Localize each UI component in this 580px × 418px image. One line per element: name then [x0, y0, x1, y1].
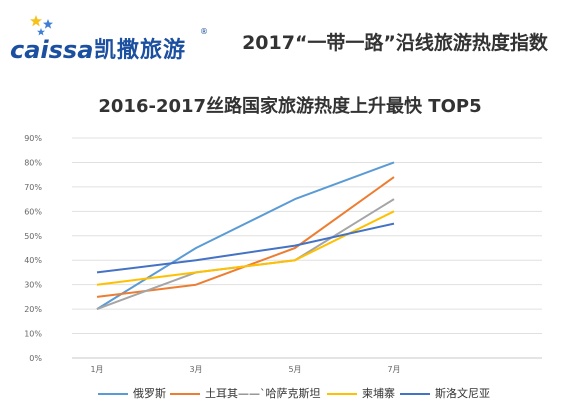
y-axis-ticks: 0% 10% 20% 30% 40% 50% 60% 70% 80% 90%: [24, 134, 42, 363]
registered-mark: ®: [200, 27, 208, 36]
x-tick-label: 3月: [189, 365, 202, 374]
legend-swatch: [327, 393, 357, 395]
series-line-5: [96, 222, 395, 274]
y-tick-label: 70%: [24, 183, 42, 192]
legend-label: 俄罗斯: [133, 387, 166, 400]
x-axis-ticks: 1月 3月 5月 7月: [90, 365, 400, 374]
x-tick-label: 5月: [288, 365, 301, 374]
y-tick-label: 50%: [24, 232, 42, 241]
legend-swatch: [98, 393, 128, 395]
legend-swatch: [400, 393, 430, 395]
logo-wordmark-cn: 凯撒旅游: [94, 38, 187, 63]
x-tick-label: 1月: [90, 365, 103, 374]
y-tick-label: 60%: [24, 207, 42, 216]
legend-label: 土耳其——`哈萨克斯坦: [205, 387, 321, 400]
star-icon: [30, 15, 42, 27]
y-tick-label: 30%: [24, 281, 42, 290]
y-tick-label: 20%: [24, 305, 42, 314]
y-tick-label: 80%: [24, 158, 42, 167]
series-line-3: [96, 198, 395, 311]
y-tick-label: 90%: [24, 134, 42, 143]
series-line-4: [96, 210, 395, 286]
legend-label: 柬埔寨: [362, 387, 395, 400]
page-title: 2017“一带一路”沿线旅游热度指数: [242, 32, 548, 54]
caissa-logo[interactable]: caissa 凯撒旅游 ®: [10, 14, 225, 64]
series-lines: [96, 161, 395, 311]
y-tick-label: 0%: [29, 354, 42, 363]
header: caissa 凯撒旅游 ® 2017“一带一路”沿线旅游热度指数: [0, 0, 580, 74]
chart-title: 2016-2017丝路国家旅游热度上升最快 TOP5: [98, 96, 482, 117]
logo-wordmark-en: caissa: [10, 36, 94, 64]
legend: 俄罗斯 土耳其——`哈萨克斯坦 柬埔寨 斯洛文尼亚: [0, 383, 580, 405]
legend-swatch: [170, 393, 200, 395]
y-tick-label: 40%: [24, 256, 42, 265]
star-icon: [43, 19, 53, 29]
star-icon: [37, 28, 45, 36]
x-tick-label: 7月: [387, 365, 400, 374]
y-tick-label: 10%: [24, 330, 42, 339]
grid-lines: [72, 137, 542, 359]
logo-stars-icon: [30, 15, 53, 36]
legend-label: 斯洛文尼亚: [435, 387, 490, 400]
